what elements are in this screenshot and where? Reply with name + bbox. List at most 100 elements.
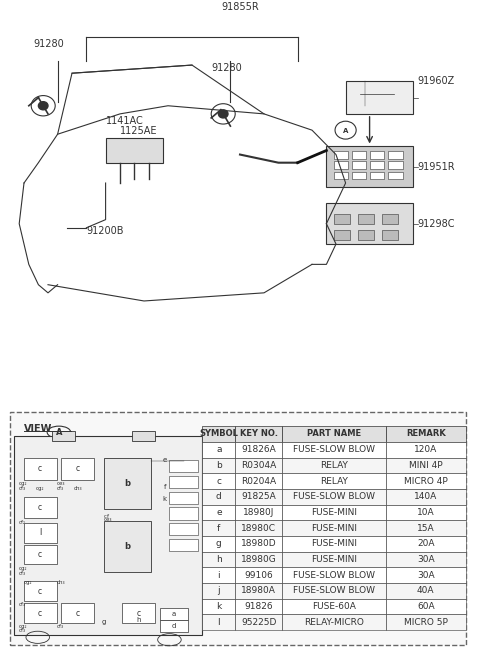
Bar	[203, 457, 235, 473]
Text: a: a	[216, 445, 222, 454]
Bar	[352, 152, 366, 159]
Text: g: g	[216, 539, 222, 548]
Bar	[160, 621, 188, 632]
Bar	[386, 536, 466, 552]
Bar	[169, 492, 198, 504]
Text: SYMBOL: SYMBOL	[199, 430, 238, 438]
Text: 91855R: 91855R	[221, 2, 259, 12]
Text: c: c	[137, 609, 141, 617]
Bar	[203, 536, 235, 552]
Bar	[203, 489, 235, 504]
Bar	[24, 523, 57, 543]
Bar	[370, 172, 384, 179]
Text: k: k	[216, 602, 221, 611]
Bar	[282, 614, 386, 630]
Text: b: b	[216, 461, 222, 470]
Text: 91826: 91826	[244, 602, 273, 611]
Text: i: i	[217, 571, 220, 580]
Bar	[388, 152, 403, 159]
Bar	[334, 214, 350, 224]
Bar	[326, 203, 413, 244]
Bar	[169, 539, 198, 551]
Text: FUSE-SLOW BLOW: FUSE-SLOW BLOW	[293, 492, 375, 501]
Bar	[203, 520, 235, 536]
Text: RELAY: RELAY	[320, 461, 348, 470]
Bar	[282, 442, 386, 457]
Text: h: h	[137, 617, 141, 623]
Text: c: c	[76, 609, 80, 617]
Text: RELAY-MICRO: RELAY-MICRO	[304, 618, 364, 626]
Bar	[24, 497, 57, 518]
Bar	[382, 230, 398, 240]
Bar	[203, 473, 235, 489]
Bar	[169, 508, 198, 520]
Text: cg₂: cg₂	[19, 624, 27, 629]
Bar	[203, 552, 235, 567]
Text: e: e	[163, 457, 167, 463]
Text: R0304A: R0304A	[241, 461, 276, 470]
Text: h: h	[216, 555, 222, 564]
Text: FUSE-60A: FUSE-60A	[312, 602, 356, 611]
Text: 18980G: 18980G	[241, 555, 276, 564]
Bar	[352, 172, 366, 179]
Bar	[235, 520, 282, 536]
Text: MINI 4P: MINI 4P	[409, 461, 443, 470]
Text: cf₃: cf₃	[19, 571, 26, 575]
Text: 91200B: 91200B	[86, 226, 124, 236]
Text: 91280: 91280	[34, 39, 64, 49]
Text: cf₃: cf₃	[19, 602, 26, 607]
Text: 91951R: 91951R	[418, 162, 455, 172]
Bar	[386, 520, 466, 536]
Bar	[235, 536, 282, 552]
Bar	[169, 476, 198, 488]
Text: l: l	[217, 618, 220, 626]
Text: cg₂: cg₂	[24, 581, 32, 585]
Text: b: b	[124, 479, 130, 487]
Bar	[386, 457, 466, 473]
Bar	[370, 161, 384, 169]
Bar	[282, 457, 386, 473]
Bar	[334, 161, 348, 169]
Bar	[386, 614, 466, 630]
Text: MICRO 4P: MICRO 4P	[404, 476, 448, 485]
Bar	[52, 431, 75, 441]
Bar	[386, 473, 466, 489]
Text: FUSE-MINI: FUSE-MINI	[311, 539, 357, 548]
Bar	[386, 442, 466, 457]
Text: 1125AE: 1125AE	[120, 126, 157, 136]
Bar	[326, 146, 413, 187]
Bar	[386, 504, 466, 520]
Bar	[235, 614, 282, 630]
Circle shape	[38, 102, 48, 110]
Text: cf₂: cf₂	[19, 520, 26, 525]
Bar	[388, 172, 403, 179]
Text: b: b	[124, 542, 130, 551]
Text: FUSE-SLOW BLOW: FUSE-SLOW BLOW	[293, 571, 375, 580]
Text: ch₃: ch₃	[73, 485, 82, 491]
Text: cf₃: cf₃	[57, 624, 64, 629]
Bar	[282, 567, 386, 583]
Text: 1141AC: 1141AC	[106, 116, 144, 126]
Bar	[282, 520, 386, 536]
Bar	[203, 614, 235, 630]
Bar	[235, 504, 282, 520]
Text: 95225D: 95225D	[241, 618, 276, 626]
Bar	[235, 442, 282, 457]
Text: ce₃: ce₃	[57, 481, 65, 485]
Circle shape	[218, 110, 228, 118]
Bar	[104, 458, 151, 508]
Text: R0204A: R0204A	[241, 476, 276, 485]
Text: k: k	[163, 496, 167, 502]
Bar	[132, 431, 156, 441]
Bar	[169, 523, 198, 535]
Bar	[334, 152, 348, 159]
Text: REMARK: REMARK	[406, 430, 446, 438]
Bar	[14, 436, 203, 635]
Bar	[24, 545, 57, 564]
Text: FUSE-MINI: FUSE-MINI	[311, 508, 357, 517]
Bar	[203, 567, 235, 583]
Bar	[282, 536, 386, 552]
Text: d: d	[172, 623, 176, 629]
Text: cg₂: cg₂	[19, 481, 27, 485]
Text: 18980A: 18980A	[241, 586, 276, 595]
